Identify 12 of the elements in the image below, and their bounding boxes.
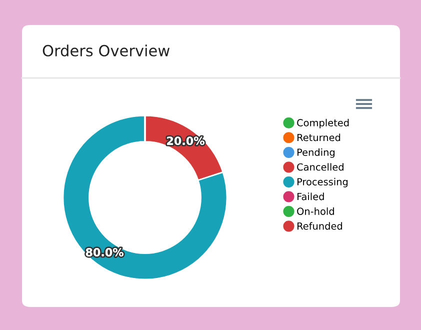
legend-label: Cancelled [297, 163, 344, 171]
legend-label: On-hold [297, 207, 334, 215]
donut-slice [62, 114, 228, 280]
legend-label: Pending [297, 148, 335, 158]
data-label: 20.0% [167, 136, 204, 145]
legend-label: Failed [297, 192, 324, 200]
legend-label: Processing [297, 178, 348, 188]
legend-label: Returned [297, 134, 340, 142]
data-label: 80.0% [86, 248, 124, 256]
legend-label: Refunded [297, 222, 342, 230]
chart-title: Orders Overview [42, 44, 170, 56]
legend-label: Completed [297, 118, 349, 128]
